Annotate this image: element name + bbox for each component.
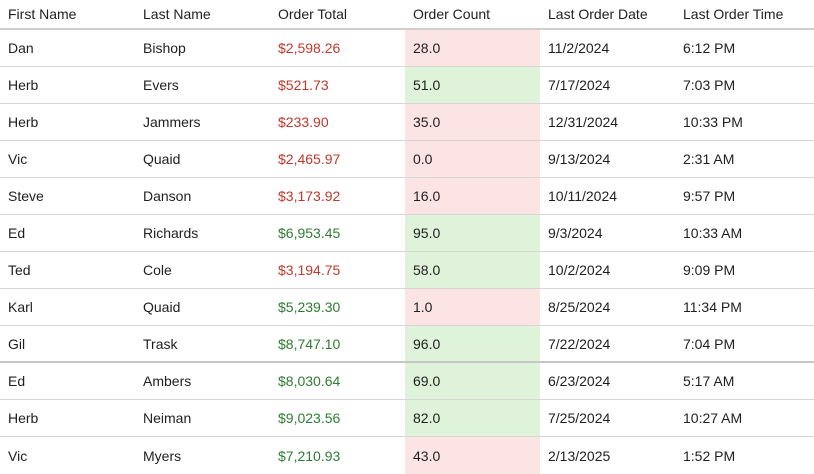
last-order-date-cell: 9/3/2024 bbox=[548, 225, 603, 241]
last-order-date-cell: 2/13/2025 bbox=[548, 447, 611, 464]
last-order-date-cell: 8/25/2024 bbox=[548, 299, 611, 315]
first-name-cell: Vic bbox=[8, 151, 28, 167]
first-name-cell: Vic bbox=[8, 447, 28, 464]
last-order-time-cell: 1:52 PM bbox=[683, 447, 736, 464]
last-order-time-cell: 9:57 PM bbox=[683, 188, 736, 204]
table-row[interactable]: Herb Evers $521.73 51.0 7/17/2024 7:03 P… bbox=[0, 67, 814, 104]
last-order-date-cell: 10/2/2024 bbox=[548, 262, 611, 278]
last-order-time-cell: 5:17 AM bbox=[683, 373, 735, 389]
first-name-cell: Ted bbox=[8, 262, 31, 278]
order-count-cell: 35.0 bbox=[405, 104, 540, 140]
grid-header-row: First Name Last Name Order Total Order C… bbox=[0, 0, 814, 30]
order-count-cell: 0.0 bbox=[405, 141, 540, 177]
last-order-time-cell: 7:03 PM bbox=[683, 77, 736, 93]
order-total-cell: $2,598.26 bbox=[278, 40, 341, 56]
last-name-cell: Cole bbox=[143, 262, 172, 278]
table-row[interactable]: Ed Ambers $8,030.64 69.0 6/23/2024 5:17 … bbox=[0, 363, 814, 400]
order-count-cell: 95.0 bbox=[405, 215, 540, 251]
order-count-cell: 82.0 bbox=[405, 400, 540, 436]
table-row[interactable]: Gil Trask $8,747.10 96.0 7/22/2024 7:04 … bbox=[0, 326, 814, 363]
last-name-cell: Danson bbox=[143, 188, 192, 204]
last-order-date-cell: 10/11/2024 bbox=[548, 188, 618, 204]
last-order-date-cell: 7/22/2024 bbox=[548, 335, 611, 352]
table-row[interactable]: Dan Bishop $2,598.26 28.0 11/2/2024 6:12… bbox=[0, 30, 814, 67]
first-name-cell: Herb bbox=[8, 114, 39, 130]
column-header-first-name[interactable]: First Name bbox=[8, 6, 77, 22]
first-name-cell: Steve bbox=[8, 188, 44, 204]
last-order-time-cell: 2:31 AM bbox=[683, 151, 735, 167]
last-order-date-cell: 7/17/2024 bbox=[548, 77, 611, 93]
order-count-cell: 69.0 bbox=[405, 363, 540, 399]
last-order-time-cell: 10:27 AM bbox=[683, 410, 743, 426]
order-total-cell: $3,194.75 bbox=[278, 262, 341, 278]
table-row[interactable]: Karl Quaid $5,239.30 1.0 8/25/2024 11:34… bbox=[0, 289, 814, 326]
order-total-cell: $6,953.45 bbox=[278, 225, 341, 241]
order-total-cell: $9,023.56 bbox=[278, 410, 341, 426]
column-header-last-order-date[interactable]: Last Order Date bbox=[548, 6, 648, 22]
last-order-time-cell: 11:34 PM bbox=[683, 299, 742, 315]
last-name-cell: Bishop bbox=[143, 40, 186, 56]
last-order-time-cell: 9:09 PM bbox=[683, 262, 736, 278]
order-count-cell: 28.0 bbox=[405, 30, 540, 66]
column-header-order-total[interactable]: Order Total bbox=[278, 6, 347, 22]
order-total-cell: $3,173.92 bbox=[278, 188, 341, 204]
column-header-last-name[interactable]: Last Name bbox=[143, 6, 211, 22]
order-total-cell: $5,239.30 bbox=[278, 299, 341, 315]
order-total-cell: $2,465.97 bbox=[278, 151, 341, 167]
order-total-cell: $521.73 bbox=[278, 77, 329, 93]
order-count-cell: 1.0 bbox=[405, 289, 540, 325]
order-total-cell: $8,030.64 bbox=[278, 373, 341, 389]
order-count-cell: 16.0 bbox=[405, 178, 540, 214]
grid-body: Dan Bishop $2,598.26 28.0 11/2/2024 6:12… bbox=[0, 30, 814, 474]
last-order-date-cell: 6/23/2024 bbox=[548, 373, 611, 389]
last-name-cell: Quaid bbox=[143, 299, 181, 315]
table-row[interactable]: Vic Quaid $2,465.97 0.0 9/13/2024 2:31 A… bbox=[0, 141, 814, 178]
last-order-time-cell: 10:33 PM bbox=[683, 114, 743, 130]
last-order-date-cell: 11/2/2024 bbox=[548, 40, 610, 56]
first-name-cell: Karl bbox=[8, 299, 33, 315]
table-row[interactable]: Herb Jammers $233.90 35.0 12/31/2024 10:… bbox=[0, 104, 814, 141]
order-total-cell: $7,210.93 bbox=[278, 447, 341, 464]
first-name-cell: Ed bbox=[8, 225, 26, 241]
last-name-cell: Jammers bbox=[143, 114, 201, 130]
last-order-time-cell: 7:04 PM bbox=[683, 335, 736, 352]
last-order-date-cell: 12/31/2024 bbox=[548, 114, 619, 130]
last-order-time-cell: 10:33 AM bbox=[683, 225, 743, 241]
table-row[interactable]: Ted Cole $3,194.75 58.0 10/2/2024 9:09 P… bbox=[0, 252, 814, 289]
order-total-cell: $233.90 bbox=[278, 114, 329, 130]
table-row[interactable]: Steve Danson $3,173.92 16.0 10/11/2024 9… bbox=[0, 178, 814, 215]
order-count-cell: 51.0 bbox=[405, 67, 540, 103]
first-name-cell: Herb bbox=[8, 77, 39, 93]
last-name-cell: Neiman bbox=[143, 410, 192, 426]
last-name-cell: Trask bbox=[143, 335, 178, 352]
order-total-cell: $8,747.10 bbox=[278, 335, 341, 352]
table-row[interactable]: Ed Richards $6,953.45 95.0 9/3/2024 10:3… bbox=[0, 215, 814, 252]
last-order-time-cell: 6:12 PM bbox=[683, 40, 736, 56]
last-order-date-cell: 7/25/2024 bbox=[548, 410, 611, 426]
last-name-cell: Myers bbox=[143, 447, 182, 464]
last-name-cell: Ambers bbox=[143, 373, 192, 389]
table-row[interactable]: Herb Neiman $9,023.56 82.0 7/25/2024 10:… bbox=[0, 400, 814, 437]
column-header-last-order-time[interactable]: Last Order Time bbox=[683, 6, 784, 22]
order-count-cell: 43.0 bbox=[405, 437, 540, 474]
first-name-cell: Ed bbox=[8, 373, 26, 389]
last-name-cell: Evers bbox=[143, 77, 179, 93]
first-name-cell: Gil bbox=[8, 335, 26, 352]
table-row[interactable]: Vic Myers $7,210.93 43.0 2/13/2025 1:52 … bbox=[0, 437, 814, 474]
first-name-cell: Dan bbox=[8, 40, 34, 56]
last-name-cell: Richards bbox=[143, 225, 199, 241]
order-count-cell: 58.0 bbox=[405, 252, 540, 288]
order-count-cell: 96.0 bbox=[405, 326, 540, 361]
last-order-date-cell: 9/13/2024 bbox=[548, 151, 611, 167]
column-header-order-count[interactable]: Order Count bbox=[413, 6, 491, 22]
first-name-cell: Herb bbox=[8, 410, 39, 426]
last-name-cell: Quaid bbox=[143, 151, 181, 167]
